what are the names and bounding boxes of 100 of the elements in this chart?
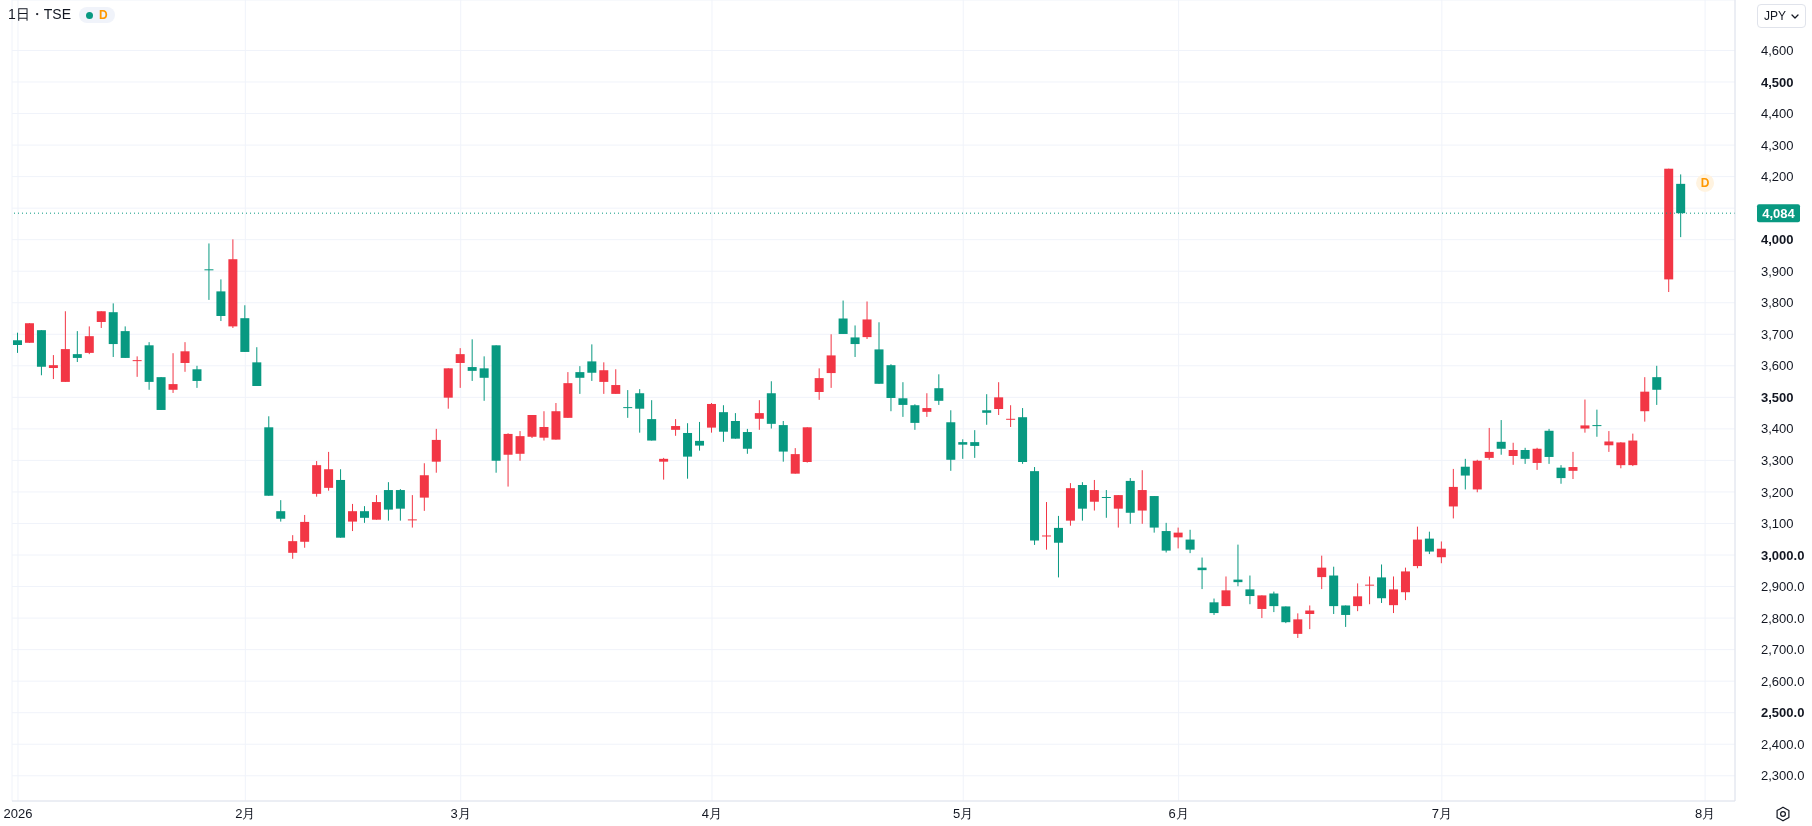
candlestick: [1532, 447, 1542, 471]
candlestick: [1317, 555, 1327, 590]
candlestick: [1616, 441, 1626, 469]
annotation: D: [1700, 176, 1710, 191]
candlestick: [587, 343, 597, 382]
y-tick-label: 2,700.0: [1761, 642, 1805, 658]
x-tick-label: 3月: [450, 806, 471, 822]
candlestick: [922, 392, 932, 418]
candlestick: [730, 412, 740, 440]
y-tick-label: 2,800.0: [1761, 610, 1805, 626]
candlestick: [838, 300, 848, 335]
y-tick-label: 4,200: [1761, 169, 1794, 185]
candlestick: [1508, 442, 1518, 466]
candlestick: [383, 481, 393, 522]
candlestick: [850, 324, 860, 358]
candlestick: [982, 393, 992, 426]
x-tick-label: 6月: [1168, 806, 1189, 822]
candlestick: [24, 322, 34, 344]
candlestick: [1077, 481, 1087, 522]
candlestick: [1460, 458, 1470, 490]
candlestick: [934, 373, 944, 406]
y-tick-label: 2,600.0: [1761, 673, 1805, 689]
candlestick: [635, 388, 645, 434]
y-tick-label: 2,400.0: [1761, 736, 1805, 752]
candlestick: [1604, 430, 1614, 453]
candlestick: [1652, 365, 1662, 406]
y-tick-label: 3,700: [1761, 326, 1794, 342]
annotation: D: [99, 8, 108, 22]
candlestick: [371, 494, 381, 521]
y-tick-label: 3,800: [1761, 295, 1794, 311]
candlestick: [706, 402, 716, 434]
candlestick: [599, 361, 609, 395]
candlestick: [168, 352, 178, 394]
x-tick-label: 2026: [3, 806, 33, 822]
candlestick: [192, 365, 202, 389]
ref-line-label: 4,084: [1762, 205, 1796, 221]
y-tick-label: 4,400: [1761, 106, 1794, 122]
y-tick-label: 4,300: [1761, 137, 1794, 153]
y-tick-label: 3,600: [1761, 358, 1794, 374]
candlestick: [479, 355, 489, 402]
candlestick: [132, 355, 142, 378]
candlestick: [1365, 575, 1375, 605]
candlestick: [288, 534, 298, 560]
x-tick-label: 2月: [235, 806, 256, 822]
x-tick-label: 5月: [953, 806, 974, 822]
x-tick-label: 7月: [1431, 806, 1452, 822]
candlestick: [742, 428, 752, 455]
candlestick: [1448, 468, 1458, 519]
candlestick: [324, 451, 334, 492]
candlestick: [84, 325, 94, 355]
y-axis-title: JPY: [1764, 9, 1787, 23]
candlestick: [431, 428, 441, 474]
candlestick: [527, 414, 537, 439]
candlestick: [1484, 427, 1494, 461]
candlestick: [1556, 464, 1566, 485]
candlestick: [276, 499, 286, 523]
candlestick: [1389, 575, 1399, 614]
candlestick: [204, 242, 214, 301]
candlestick: [994, 381, 1004, 416]
y-tick-label: 4,000: [1761, 232, 1794, 248]
candlestick: [1185, 529, 1195, 554]
y-tick-label: 3,100: [1761, 516, 1794, 532]
candlestick: [683, 422, 693, 480]
candlestick: [1137, 469, 1147, 525]
chart-title: 1日・TSE: [8, 6, 72, 24]
candlestick: [611, 368, 621, 395]
candlestick: [1113, 494, 1123, 529]
y-tick-label: 3,400: [1761, 421, 1794, 437]
candlestick: [1353, 582, 1363, 612]
candlestick: [814, 367, 824, 401]
candlestick: [1257, 594, 1267, 619]
candlestick: [13, 332, 22, 354]
candlestick: [1053, 515, 1063, 578]
candlestick: [970, 429, 980, 459]
y-tick-label: 3,300: [1761, 452, 1794, 468]
candlestick: [1592, 409, 1602, 438]
candlestick: [958, 438, 968, 460]
candlestick: [898, 381, 908, 418]
candlestick: [1101, 489, 1111, 519]
candlestick: [1400, 567, 1410, 601]
candlestick: [1424, 531, 1434, 555]
candlestick: [1436, 540, 1446, 564]
candlestick: [539, 410, 549, 442]
candlestick: [72, 330, 82, 363]
y-tick-label: 3,500: [1761, 389, 1794, 405]
candlestick: [1161, 522, 1171, 553]
candlestick: [1568, 451, 1578, 480]
candlestick: [1377, 563, 1387, 604]
candlestick: [862, 300, 872, 340]
y-tick-label: 4,500: [1761, 74, 1794, 90]
x-tick-label: 4月: [701, 806, 723, 822]
candlestick: [718, 404, 728, 443]
candlestick: [419, 462, 429, 512]
candlestick: [48, 354, 58, 380]
candlestick: [180, 341, 190, 373]
candlestick: [575, 365, 585, 395]
candlestick: [647, 399, 657, 442]
candlestick: [1089, 479, 1099, 512]
x-tick-label: 8月: [1694, 806, 1716, 822]
candlestick: [395, 488, 405, 522]
